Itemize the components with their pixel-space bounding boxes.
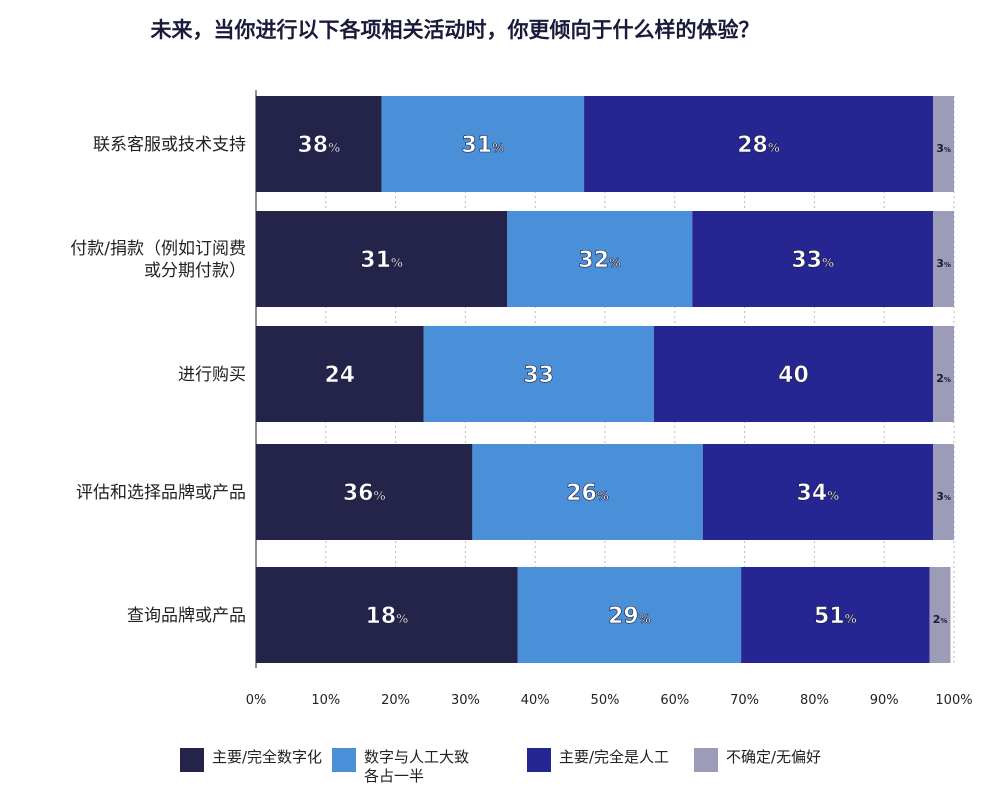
data-label: 34% (797, 481, 840, 506)
data-label: 40 (778, 363, 809, 388)
category-label: 付款/捐款（例如订阅费 (70, 239, 246, 259)
bar-segment (653, 326, 934, 422)
percent-sign: % (597, 489, 609, 503)
category-label: 或分期付款） (144, 261, 246, 281)
data-label: 28% (737, 133, 780, 158)
bar-segment (423, 326, 654, 422)
x-tick-label: 30% (451, 693, 480, 708)
category-label: 查询品牌或产品 (127, 606, 246, 626)
percent-sign: % (492, 141, 504, 155)
bar-segment (933, 444, 954, 540)
percent-sign: % (944, 146, 951, 154)
bar-segment (702, 444, 934, 540)
x-tick-label: 40% (521, 693, 550, 708)
bar-segment (933, 96, 954, 192)
category-label: 评估和选择品牌或产品 (76, 483, 246, 503)
bar-segment (933, 211, 954, 307)
legend-item-digital: 主要/完全数字化 (180, 748, 362, 772)
percent-sign: % (373, 489, 385, 503)
x-tick-label: 90% (870, 693, 899, 708)
percent-sign: % (944, 261, 951, 269)
data-label: 3% (936, 257, 951, 270)
bar-segment (256, 444, 473, 540)
x-tick-label: 20% (381, 693, 410, 708)
stacked-bar-chart: 0% 10% 20% 30% 40% 50% 60% 70% 80% 90% 100% 38% 31% 2… (70, 90, 973, 708)
percent-sign: % (845, 612, 857, 626)
percent-sign: % (396, 612, 408, 626)
data-label: 3% (936, 142, 951, 155)
percent-sign: % (391, 256, 403, 270)
bar-segment (381, 96, 585, 192)
percent-sign: % (944, 494, 951, 502)
bar-segment (584, 96, 934, 192)
percent-sign: % (822, 256, 834, 270)
x-tick-label: 80% (800, 693, 829, 708)
data-label: 3% (936, 490, 951, 503)
x-tick-label: 70% (730, 693, 759, 708)
percent-sign: % (639, 612, 651, 626)
chart-title: 未来，当你进行以下各项相关活动时，你更倾向于什么样的体验？ (150, 18, 760, 42)
bar-segment (929, 567, 951, 663)
legend-item-unsure: 不确定/无偏好 (694, 748, 876, 772)
bar-segment (256, 96, 382, 192)
data-label: 29% (608, 604, 651, 629)
category-label: 联系客服或技术支持 (93, 135, 246, 155)
bar-segment (256, 326, 424, 422)
data-label: 38% (297, 133, 340, 158)
data-label: 33 (523, 363, 554, 388)
bar-segment (692, 211, 934, 307)
legend-label-unsure: 不确定/无偏好 (726, 748, 822, 766)
bar-segment (472, 444, 703, 540)
data-label: 18% (366, 604, 409, 629)
percent-sign: % (609, 256, 621, 270)
legend-label-human: 主要/完全是人工 (559, 748, 670, 766)
percent-sign: % (328, 141, 340, 155)
legend-label-mixed: 数字与人工大致 各占一半 (364, 748, 470, 785)
legend-swatch-digital (180, 748, 204, 772)
legend-item-human: 主要/完全是人工 (527, 748, 709, 772)
legend-item-mixed: 数字与人工大致 各占一半 (332, 748, 514, 786)
x-tick-label: 10% (311, 693, 340, 708)
legend-swatch-mixed (332, 748, 356, 772)
legend-swatch-unsure (694, 748, 718, 772)
bar-segment (741, 567, 930, 663)
percent-sign: % (944, 376, 951, 384)
bar-segment (933, 326, 954, 422)
data-label: 2% (933, 613, 948, 626)
x-tick-label: 0% (246, 693, 267, 708)
legend-swatch-human (527, 748, 551, 772)
bar-segment (507, 211, 693, 307)
data-label: 2% (936, 372, 951, 385)
x-tick-label: 50% (591, 693, 620, 708)
legend-label-digital: 主要/完全数字化 (212, 748, 323, 766)
percent-sign: % (940, 617, 947, 625)
category-label: 进行购买 (178, 365, 246, 385)
bar-segment (517, 567, 742, 663)
data-label: 31% (360, 248, 403, 273)
data-label: 32% (578, 248, 621, 273)
bar-segment (256, 211, 508, 307)
data-label: 24 (324, 363, 355, 388)
percent-sign: % (827, 489, 839, 503)
x-tick-label: 60% (660, 693, 689, 708)
percent-sign: % (768, 141, 780, 155)
bar-segment (256, 567, 518, 663)
x-tick-label: 100% (935, 693, 972, 708)
